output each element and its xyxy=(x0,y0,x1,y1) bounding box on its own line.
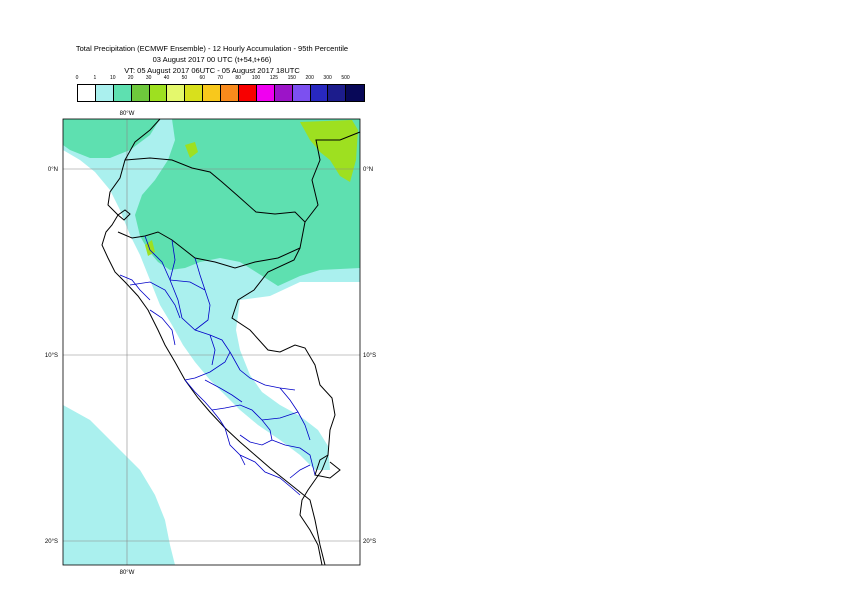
peru-brazil-border xyxy=(231,247,341,479)
lon-label-top: 80°W xyxy=(120,111,135,117)
region-boundary xyxy=(144,235,231,381)
legend-swatch xyxy=(256,85,275,101)
coastline xyxy=(101,118,326,566)
color-legend xyxy=(77,84,366,102)
region-boundary xyxy=(204,379,243,403)
legend-swatch xyxy=(328,85,347,101)
legend-swatch xyxy=(203,85,222,101)
peru-bolivia-border xyxy=(299,454,329,566)
chart-title: Total Precipitation (ECMWF Ensemble) - 1… xyxy=(75,44,349,53)
legend-label: 150 xyxy=(287,75,296,81)
legend-label: 50 xyxy=(181,75,188,81)
legend-labels: 0 1 10 20 30 40 50 60 70 80 100 125 150 200 300 500 xyxy=(0,75,842,85)
legend-label: 10 xyxy=(110,75,116,81)
map-frame xyxy=(62,118,361,566)
legend-label: 60 xyxy=(199,75,206,81)
precip-light-area-south xyxy=(63,405,175,565)
lat-label-10s: 10°S xyxy=(45,353,58,359)
precip-medium-area-west xyxy=(63,119,160,158)
precip-heavy-patch-2 xyxy=(185,142,198,158)
region-boundary xyxy=(229,351,296,391)
lat-label-10s-right: 10°S xyxy=(363,353,376,359)
ecuador-coast-inlet xyxy=(117,209,131,221)
lat-label-0n-right: 0°N xyxy=(363,167,373,173)
region-boundary xyxy=(169,279,211,331)
region-boundary xyxy=(261,411,299,421)
region-boundary xyxy=(184,379,226,429)
legend-swatch xyxy=(274,85,293,101)
legend-swatch xyxy=(239,85,257,101)
graticule xyxy=(63,119,360,565)
legend-label: 70 xyxy=(217,75,223,81)
legend-label: 300 xyxy=(323,75,332,81)
legend-swatch xyxy=(167,85,186,101)
legend-label: 0 xyxy=(75,75,79,81)
lon-label-bottom: 80°W xyxy=(120,570,135,576)
run-time-line: 03 August 2017 00 UTC (t+54,t+66) xyxy=(152,55,272,64)
lat-label-20s: 20°S xyxy=(45,539,58,545)
legend-label: 80 xyxy=(235,75,241,81)
legend-label: 40 xyxy=(163,75,170,81)
legend-label: 30 xyxy=(145,75,152,81)
legend-swatch xyxy=(185,85,204,101)
lat-label-20s-right: 20°S xyxy=(363,539,376,545)
region-boundary xyxy=(224,427,246,466)
region-boundary xyxy=(119,274,151,301)
region-boundary xyxy=(209,334,216,366)
legend-label: 100 xyxy=(251,75,261,81)
region-boundary xyxy=(271,439,316,476)
legend-swatch xyxy=(149,85,168,101)
legend-swatch xyxy=(310,85,329,101)
legend-swatch xyxy=(221,85,240,101)
legend-swatch xyxy=(78,85,96,101)
precip-fields xyxy=(63,119,360,565)
region-boundary xyxy=(239,454,301,496)
region-boundary xyxy=(194,257,206,291)
region-boundary xyxy=(129,281,181,319)
legend-swatch xyxy=(292,85,311,101)
region-boundary xyxy=(169,239,176,281)
borders-blue xyxy=(119,235,316,496)
legend-label: 500 xyxy=(341,75,350,81)
legend-swatch xyxy=(131,85,150,101)
region-boundary xyxy=(289,464,311,479)
legend-label: 1 xyxy=(93,75,97,81)
legend-label: 125 xyxy=(269,75,279,81)
lat-label-0n: 0°N xyxy=(48,167,58,173)
region-boundary xyxy=(211,404,273,446)
precip-medium-area xyxy=(135,119,360,286)
ecuador-border xyxy=(117,157,306,269)
borders-black xyxy=(101,118,361,566)
legend-swatch xyxy=(95,85,114,101)
precip-heavy-patch xyxy=(300,120,358,182)
colombia-brazil-border xyxy=(304,131,361,223)
legend-label: 200 xyxy=(305,75,314,81)
legend-swatch xyxy=(346,85,365,101)
legend-label: 20 xyxy=(127,75,134,81)
region-boundary xyxy=(149,309,176,346)
valid-time-line: VT: 05 August 2017 06UTC - 05 August 201… xyxy=(124,66,300,75)
legend-swatch xyxy=(113,85,132,101)
